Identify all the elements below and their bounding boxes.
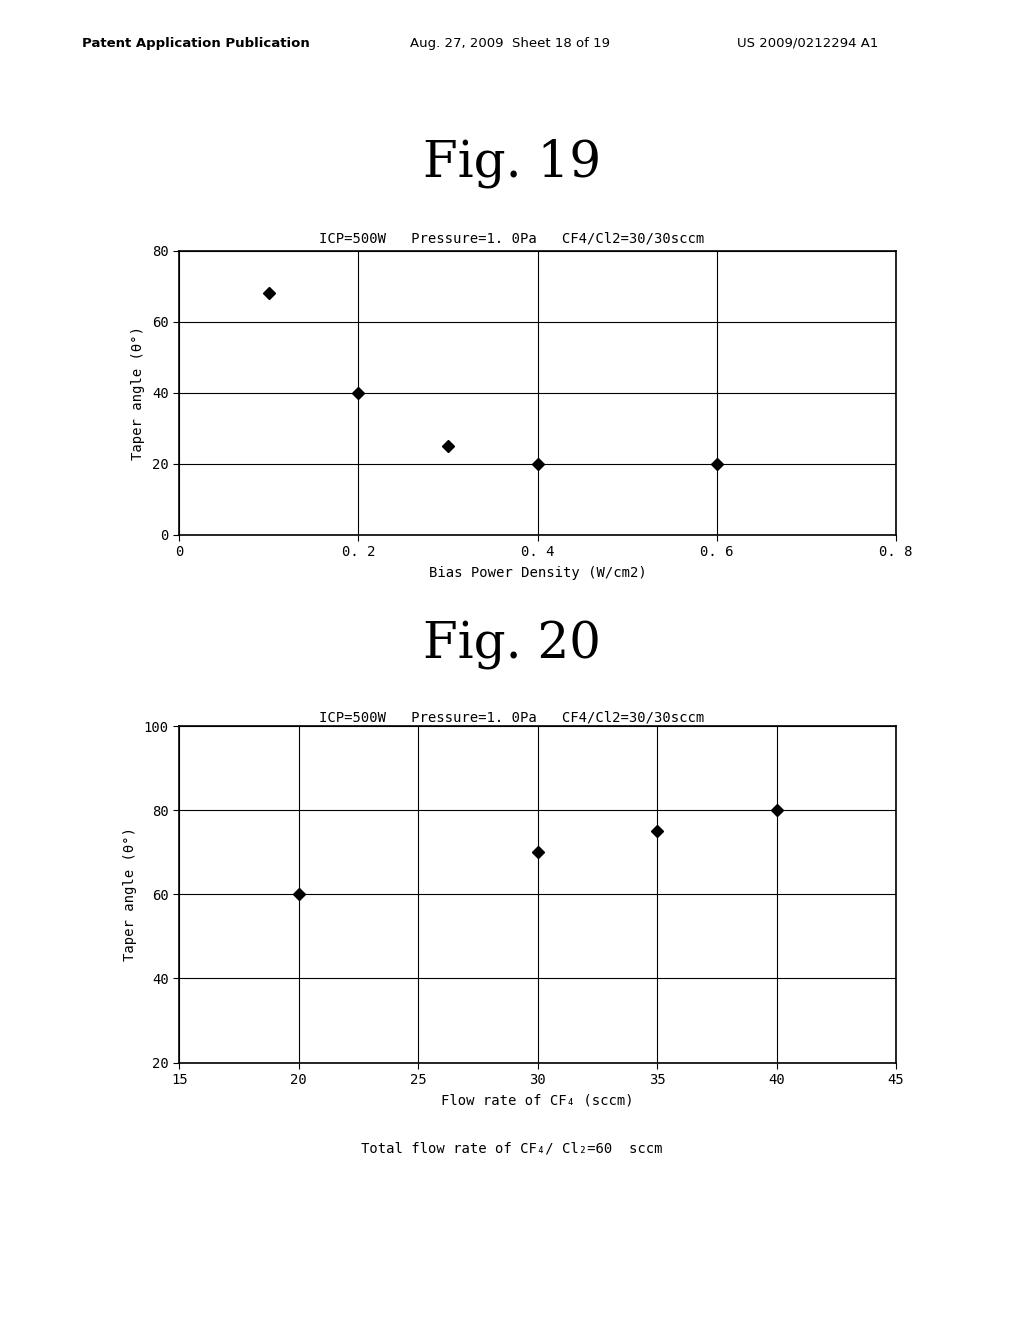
Y-axis label: Taper angle (θ°): Taper angle (θ°) [123,828,137,961]
Text: ICP=500W   Pressure=1. 0Pa   CF4/Cl2=30/30sccm: ICP=500W Pressure=1. 0Pa CF4/Cl2=30/30sc… [319,710,705,725]
Text: ICP=500W   Pressure=1. 0Pa   CF4/Cl2=30/30sccm: ICP=500W Pressure=1. 0Pa CF4/Cl2=30/30sc… [319,231,705,246]
Text: US 2009/0212294 A1: US 2009/0212294 A1 [737,37,879,50]
Y-axis label: Taper angle (θ°): Taper angle (θ°) [131,326,145,459]
Text: Fig. 20: Fig. 20 [423,620,601,669]
Text: Aug. 27, 2009  Sheet 18 of 19: Aug. 27, 2009 Sheet 18 of 19 [410,37,609,50]
X-axis label: Flow rate of CF₄ (sccm): Flow rate of CF₄ (sccm) [441,1094,634,1107]
Text: Fig. 19: Fig. 19 [423,139,601,187]
Text: Total flow rate of CF₄/ Cl₂=60  sccm: Total flow rate of CF₄/ Cl₂=60 sccm [361,1142,663,1156]
X-axis label: Bias Power Density (W/cm2): Bias Power Density (W/cm2) [429,566,646,579]
Text: Patent Application Publication: Patent Application Publication [82,37,309,50]
